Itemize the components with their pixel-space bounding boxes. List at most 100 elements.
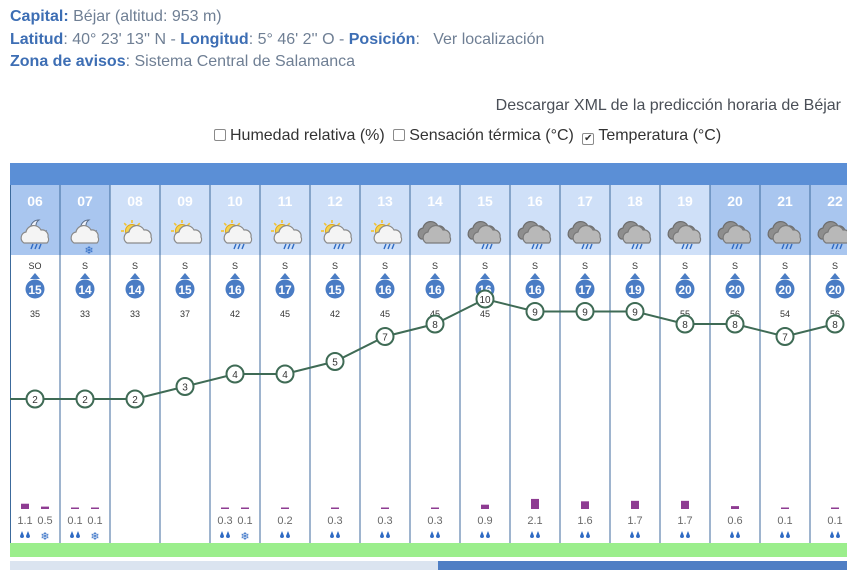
temperature-point [425,314,445,334]
drop-shape [436,531,440,538]
temperature-point-label: 4 [282,370,288,381]
option-temperature[interactable]: ✔ Temperatura (°C) [582,127,721,145]
rain-drop [341,243,345,250]
wind-direction-label: S [782,261,788,271]
precipitation-value: 1.1 [17,515,32,527]
wind-arrow-icon [380,273,390,279]
option-humidity[interactable]: Humedad relativa (%) [214,127,385,145]
feels-like-checkbox[interactable] [393,129,406,141]
precipitation-value: 0.3 [327,515,342,527]
sun-ray [373,222,377,226]
chart-scrollbar[interactable] [10,561,847,570]
rain-drop [631,243,635,250]
wind-arrow-icon [480,273,490,279]
wind-arrow-icon [580,273,590,279]
temperature-point-label: 8 [732,320,738,331]
coordinates-line: Latitud: 40° 23' 13'' N - Longitud: 5° 4… [10,29,544,51]
hour-label: 11 [278,193,293,209]
wind-direction-label: S [282,261,288,271]
drop-shape [686,531,690,538]
rain-drop [635,243,639,250]
drop-shape [280,531,284,538]
sky-clouds-icon [417,220,452,244]
temperature-point-label: 5 [332,358,338,369]
temperature-point-label: 2 [32,395,38,406]
drop-shape [226,531,230,538]
temperature-checkbox[interactable]: ✔ [582,133,595,145]
hour-label: 14 [427,193,443,209]
precipitation-bar [681,500,689,509]
rain-drop [30,243,34,250]
wind-speed-circle [525,279,545,299]
wind-direction-label: S [382,261,388,271]
wind-arrow-icon [780,273,790,279]
temperature-point [825,314,845,334]
drop-shape [380,531,384,538]
sky-clouds-rain-icon [517,220,552,250]
temperature-point-label: 9 [532,308,538,319]
cloud-shape [422,224,452,244]
sky-sun-clouds-icon [121,220,153,244]
sky-sun-rain-icon [371,220,403,250]
precipitation-bar [41,506,49,509]
humidity-checkbox[interactable] [214,129,226,141]
chart-options: Humedad relativa (%) Sensación térmica (… [214,127,725,145]
wind-direction-label: S [682,261,688,271]
snow-icon: ❄ [90,531,99,543]
precipitation-bar [241,507,249,509]
hourly-forecast-chart: ❄ 06 07 08 09 10 11 12 13 14 15 16 17 18 19 20 21 22 SO 15 3… [10,163,847,576]
download-xml-link[interactable]: Descargar XML de la predicción horaria d… [495,97,841,114]
rain-drop [283,243,287,250]
precipitation-bar [431,507,439,509]
wind-direction-label: S [532,261,538,271]
rain-drops-icon [780,531,790,538]
view-location-link[interactable]: Ver localización [433,31,545,48]
precipitation-value: 0.1 [827,515,842,527]
latitude-value: : 40° 23' 13'' N - [63,31,181,48]
temperature-point-label: 8 [682,320,688,331]
drop-shape [636,531,640,538]
wind-speed-circle [375,279,395,299]
drop-shape [680,531,684,538]
rain-drop [485,243,489,250]
wind-arrow-icon [330,273,340,279]
cloud-shape [223,224,253,244]
drop-shape [76,531,80,538]
humidity-option-label: Humedad relativa (%) [230,127,385,144]
hour-label: 09 [177,193,193,209]
sky-clouds-rain-icon [717,220,752,250]
temperature-point-label: 8 [432,320,438,331]
precipitation-bar [281,507,289,509]
wind-gust-label: 37 [180,309,190,319]
drop-shape [336,531,340,538]
rain-drops-icon [220,531,230,538]
hour-label: 15 [477,193,493,209]
drop-shape [780,531,784,538]
wind-speed-label: 17 [578,283,592,297]
wind-speed-label: 15 [178,283,192,297]
longitude-value: : 5° 46' 2'' O - [248,31,349,48]
wind-speed-circle [25,279,45,299]
wind-arrow-icon [130,273,140,279]
wind-speed-label: 15 [28,283,42,297]
wind-arrow-icon [180,273,190,279]
wind-arrow-icon [30,273,40,279]
wind-speed-circle [825,279,845,299]
option-feels-like[interactable]: Sensación térmica (°C) [393,127,574,145]
temperature-point-label: 3 [182,383,188,394]
temperature-point [325,352,345,371]
wind-direction-label: S [832,261,838,271]
chart-header-band [10,163,847,185]
precipitation-value: 2.1 [527,515,542,527]
wind-direction-label: S [632,261,638,271]
chart-scrollbar-thumb[interactable] [438,561,847,570]
wind-speed-circle [575,279,595,299]
precipitation-value: 0.9 [477,515,492,527]
wind-speed-circle [675,279,695,299]
sky-clouds-rain-icon [617,220,652,250]
wind-speed-label: 14 [128,283,142,297]
wind-speed-circle [775,279,795,299]
temperature-point [675,314,695,334]
capital-label: Capital: [10,8,69,25]
rain-drop [237,243,241,250]
